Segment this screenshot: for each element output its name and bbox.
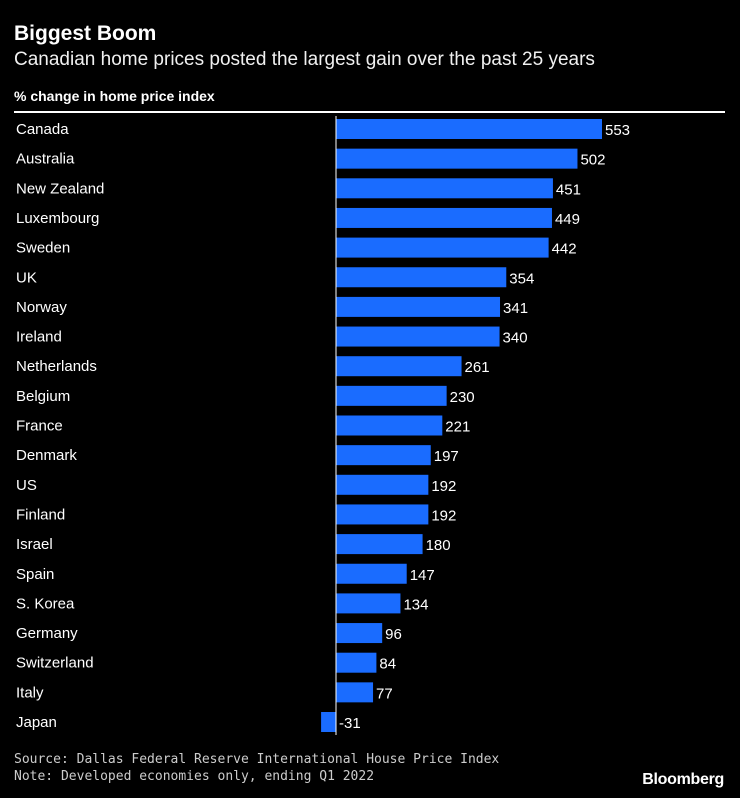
bar: [336, 415, 443, 436]
category-label: Australia: [16, 151, 75, 168]
footnote: Note: Developed economies only, ending Q…: [14, 769, 375, 784]
category-label: France: [16, 418, 63, 435]
bar: [336, 237, 549, 258]
category-label: Sweden: [16, 240, 70, 257]
bar: [336, 119, 602, 139]
category-label: Israel: [16, 536, 53, 553]
value-label: 230: [450, 389, 475, 406]
value-label: 340: [503, 330, 528, 347]
value-label: 502: [580, 152, 605, 169]
chart-title: Biggest Boom: [14, 22, 157, 45]
bloomberg-logo: Bloomberg: [642, 771, 724, 788]
category-label: Norway: [16, 299, 67, 316]
bar: [336, 207, 552, 228]
category-label: Denmark: [16, 447, 77, 464]
bar: [336, 563, 407, 584]
value-label: 197: [434, 448, 459, 465]
category-label: Italy: [16, 684, 44, 701]
category-label: Germany: [16, 625, 78, 642]
value-label: 451: [556, 181, 581, 198]
value-label: 147: [410, 567, 435, 584]
category-label: Luxembourg: [16, 210, 99, 227]
category-label: Finland: [16, 506, 65, 523]
value-label: 261: [465, 359, 490, 376]
bar: [336, 148, 578, 169]
unit-label: % change in home price index: [14, 88, 215, 104]
value-label: 442: [552, 241, 577, 258]
category-label: UK: [16, 269, 37, 286]
category-label: Spain: [16, 566, 54, 583]
bar: [336, 652, 377, 673]
bar: [336, 534, 423, 555]
bar: [336, 593, 401, 614]
category-label: Switzerland: [16, 655, 94, 672]
value-label: 134: [403, 596, 428, 613]
bar: [321, 712, 336, 732]
value-label: 221: [445, 419, 470, 436]
source-note: Source: Dallas Federal Reserve Internati…: [14, 752, 500, 767]
category-label: Canada: [16, 121, 69, 138]
header-rule: [14, 111, 725, 113]
bar: [336, 623, 383, 644]
value-label: 84: [379, 656, 396, 673]
category-label: Belgium: [16, 388, 70, 405]
category-label: Ireland: [16, 329, 62, 346]
value-label: -31: [339, 715, 361, 732]
bar: [336, 267, 507, 288]
category-label: New Zealand: [16, 180, 104, 197]
category-label: Japan: [16, 714, 57, 731]
bar: [336, 504, 429, 525]
bar: [336, 445, 431, 466]
bar: [336, 296, 501, 317]
value-label: 341: [503, 300, 528, 317]
category-label: US: [16, 477, 37, 494]
bar: [336, 178, 553, 199]
category-label: S. Korea: [16, 595, 75, 612]
value-label: 77: [376, 685, 393, 702]
bar: [336, 474, 429, 495]
value-label: 449: [555, 211, 580, 228]
bar: [336, 326, 500, 347]
value-label: 180: [426, 537, 451, 554]
value-label: 96: [385, 626, 402, 643]
bar: [336, 385, 447, 406]
value-label: 192: [431, 507, 456, 524]
value-label: 553: [605, 122, 630, 139]
value-label: 192: [431, 478, 456, 495]
category-label: Netherlands: [16, 358, 97, 375]
bar: [336, 682, 374, 703]
value-label: 354: [509, 270, 534, 287]
bar: [336, 356, 462, 377]
chart-subtitle: Canadian home prices posted the largest …: [14, 49, 595, 70]
